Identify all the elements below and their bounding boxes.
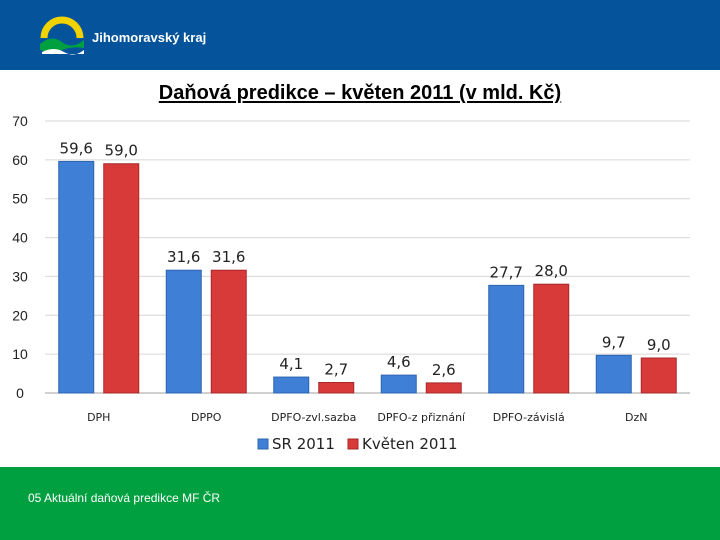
x-tick-label: DPFO-závislá	[493, 411, 565, 424]
bar-kveten-2011	[425, 382, 462, 394]
bar-sr-2011	[273, 376, 310, 394]
region-logo-icon	[40, 16, 84, 55]
bar-chart: 0 10 20 30 40 50 60 70 DPH 59,6 59,0 DPPO 31,6 31,6 DP…	[12, 113, 690, 453]
y-tick-label: 50	[12, 191, 28, 207]
data-label: 2,7	[324, 361, 348, 379]
data-label: 27,7	[490, 263, 523, 281]
data-label: 4,6	[387, 353, 411, 371]
y-tick-label: 30	[12, 268, 28, 284]
x-tick-label: DzN	[625, 411, 647, 424]
data-label: 28,0	[535, 262, 568, 280]
data-label: 4,1	[279, 355, 303, 373]
bar-kveten-2011	[640, 357, 677, 394]
bar-kveten-2011	[318, 382, 355, 394]
legend-label: Květen 2011	[362, 435, 458, 453]
footer-text: 05 Aktuální daňová predikce MF ČR	[28, 491, 221, 505]
data-label: 2,6	[432, 361, 456, 379]
bar-sr-2011	[595, 354, 632, 394]
y-tick-label: 20	[12, 307, 28, 323]
y-tick-label: 40	[12, 230, 28, 246]
bar-sr-2011	[58, 160, 95, 394]
data-label: 9,7	[602, 333, 626, 351]
data-label: 31,6	[212, 248, 245, 266]
data-label: 31,6	[167, 248, 200, 266]
bar-kveten-2011	[210, 269, 247, 394]
chart-title-text: Daňová predikce – květen 2011 (v mld. Kč…	[158, 82, 562, 104]
brand-name: Jihomoravský kraj	[92, 30, 207, 45]
bar-sr-2011	[488, 284, 525, 394]
y-tick-label: 70	[12, 113, 28, 129]
x-tick-label: DPPO	[191, 411, 222, 424]
chart-title: Daňová predikce – květen 2011 (v mld. Kč…	[0, 82, 720, 105]
footer-bar: 05 Aktuální daňová predikce MF ČR	[0, 467, 720, 540]
y-tick-label: 60	[12, 152, 28, 168]
bar-sr-2011	[165, 269, 202, 394]
bar-kveten-2011	[533, 283, 570, 394]
data-label: 9,0	[647, 336, 671, 354]
x-tick-label: DPFO-z přiznání	[377, 411, 466, 424]
legend-label: SR 2011	[272, 435, 335, 453]
legend-swatch	[347, 438, 359, 450]
y-tick-label: 10	[12, 346, 28, 362]
data-label: 59,6	[60, 139, 93, 157]
legend-swatch	[257, 438, 269, 450]
header-bar: Jihomoravský kraj	[0, 0, 720, 70]
x-tick-label: DPFO-zvl.sazba	[271, 411, 356, 424]
data-label: 59,0	[105, 142, 138, 160]
y-tick-label: 0	[16, 385, 24, 401]
bar-sr-2011	[380, 374, 417, 394]
bar-kveten-2011	[103, 163, 140, 394]
x-tick-label: DPH	[87, 411, 110, 424]
